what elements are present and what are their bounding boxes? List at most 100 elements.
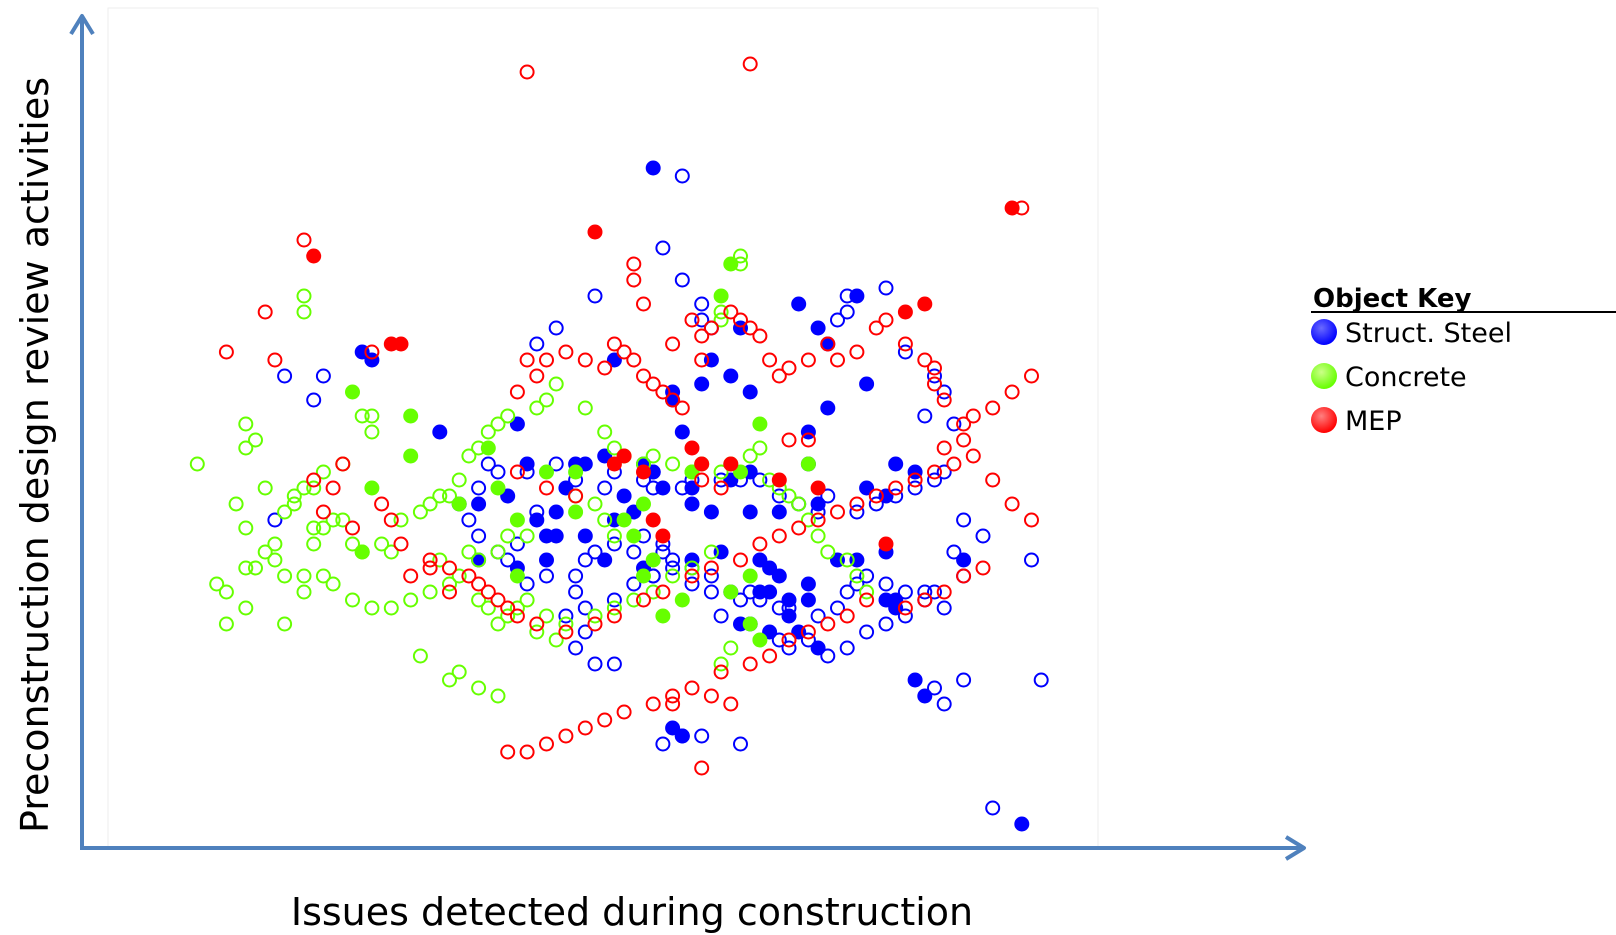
struct-steel-point-hollow-0: [674, 168, 690, 184]
concrete-point-filled-25: [616, 512, 632, 528]
struct-steel-point-hollow-118: [461, 512, 477, 528]
mep-point-hollow-62: [422, 552, 438, 568]
concrete-point-hollow-9: [364, 408, 380, 424]
concrete-point-hollow-29: [325, 512, 341, 528]
concrete-point-hollow-48: [548, 376, 564, 392]
struct-steel-point-filled-15: [703, 504, 719, 520]
mep-point-hollow-60: [383, 512, 399, 528]
concrete-point-hollow-94: [509, 600, 525, 616]
struct-steel-point-hollow-45: [839, 584, 855, 600]
concrete-point-hollow-93: [500, 608, 516, 624]
concrete-point-hollow-106: [548, 632, 564, 648]
mep-point-hollow-34: [849, 344, 865, 360]
struct-steel-point-hollow-10: [306, 392, 322, 408]
mep-point-hollow-16: [626, 352, 642, 368]
mep-point-hollow-88: [927, 464, 942, 480]
mep-point-hollow-76: [684, 568, 700, 584]
mep-point-hollow-23: [703, 320, 719, 336]
struct-steel-point-hollow-108: [519, 576, 535, 592]
mep-point-hollow-31: [800, 352, 816, 368]
concrete-point-hollow-105: [529, 624, 545, 640]
concrete-point-hollow-77: [442, 576, 457, 592]
concrete-point-hollow-102: [665, 568, 681, 584]
mep-point-hollow-63: [442, 560, 457, 576]
concrete-point-filled-1: [713, 288, 729, 304]
concrete-point-hollow-22: [238, 520, 254, 536]
series-mep: [218, 56, 1039, 776]
concrete-point-hollow-5: [296, 304, 312, 320]
concrete-point-filled-27: [655, 608, 671, 624]
struct-steel-point-hollow-36: [956, 512, 972, 528]
concrete-point-hollow-111: [209, 576, 225, 592]
struct-steel-point-filled-72: [810, 320, 826, 336]
mep-point-hollow-42: [956, 416, 972, 432]
legend-label: MEP: [1345, 406, 1402, 437]
concrete-point-hollow-81: [364, 600, 380, 616]
struct-steel-point-hollow-5: [694, 296, 710, 312]
struct-steel-point-hollow-89: [985, 800, 1001, 816]
struct-steel-point-filled-30: [616, 488, 632, 504]
concrete-point-hollow-88: [257, 544, 273, 560]
mep-point-filled-12: [723, 456, 739, 472]
mep-point-hollow-35: [868, 320, 884, 336]
mep-point-hollow-118: [422, 560, 438, 576]
concrete-point-hollow-37: [422, 496, 438, 512]
concrete-point-hollow-116: [451, 664, 467, 680]
concrete-point-hollow-120: [461, 544, 477, 560]
legend-label: Concrete: [1345, 362, 1467, 393]
concrete-point-hollow-44: [490, 416, 506, 432]
mep-point-filled-13: [771, 472, 787, 488]
struct-steel-point-filled-3: [742, 384, 758, 400]
mep-point-filled-8: [616, 448, 632, 464]
legend-marker-icon: [1311, 407, 1337, 433]
concrete-point-filled-2: [752, 416, 768, 432]
struct-steel-point-hollow-92: [694, 728, 710, 744]
struct-steel-point-filled-9: [519, 456, 535, 472]
concrete-point-hollow-4: [296, 288, 312, 304]
concrete-point-filled-18: [645, 552, 661, 568]
mep-point-filled-4: [1004, 200, 1020, 216]
struct-steel-point-filled-14: [684, 496, 700, 512]
concrete-point-hollow-115: [442, 672, 457, 688]
struct-steel-point-hollow-93: [733, 736, 748, 752]
concrete-point-hollow-85: [296, 568, 312, 584]
mep-point-hollow-3: [257, 304, 273, 320]
concrete-point-hollow-17: [277, 504, 293, 520]
mep-point-hollow-49: [626, 272, 642, 288]
struct-steel-point-hollow-11: [267, 512, 283, 528]
struct-steel-point-hollow-70: [713, 608, 729, 624]
struct-steel-point-hollow-35: [936, 464, 952, 480]
mep-point-filled-10: [684, 440, 700, 456]
concrete-point-filled-23: [354, 544, 370, 560]
struct-steel-point-hollow-97: [936, 384, 952, 400]
struct-steel-point-hollow-100: [839, 304, 855, 320]
mep-point-hollow-94: [975, 560, 991, 576]
concrete-point-filled-5: [403, 408, 419, 424]
concrete-point-hollow-27: [306, 520, 322, 536]
struct-steel-point-hollow-68: [684, 576, 700, 592]
struct-steel-point-filled-26: [684, 480, 700, 496]
concrete-point-hollow-104: [703, 544, 719, 560]
struct-steel-point-filled-70: [606, 352, 622, 368]
concrete-point-hollow-103: [684, 560, 700, 576]
mep-point-hollow-90: [965, 448, 981, 464]
mep-point-hollow-26: [742, 320, 758, 336]
concrete-point-hollow-15: [286, 488, 302, 504]
struct-steel-point-filled-56: [781, 608, 797, 624]
legend: Object Key Struct. Steel Concrete MEP: [1311, 284, 1616, 437]
concrete-point-hollow-16: [286, 496, 302, 512]
concrete-point-hollow-41: [461, 448, 477, 464]
mep-point-hollow-128: [956, 432, 972, 448]
mep-point-hollow-96: [936, 584, 952, 600]
mep-point-hollow-37: [897, 336, 913, 352]
mep-point-hollow-6: [364, 344, 380, 360]
struct-steel-point-hollow-103: [529, 336, 545, 352]
concrete-point-hollow-60: [742, 448, 758, 464]
struct-steel-point-hollow-73: [771, 632, 787, 648]
mep-point-hollow-55: [325, 480, 341, 496]
concrete-point-hollow-108: [723, 640, 739, 656]
struct-steel-point-hollow-69: [703, 584, 719, 600]
struct-steel-point-hollow-46: [830, 600, 845, 616]
concrete-point-hollow-70: [849, 568, 865, 584]
mep-point-hollow-86: [888, 480, 904, 496]
